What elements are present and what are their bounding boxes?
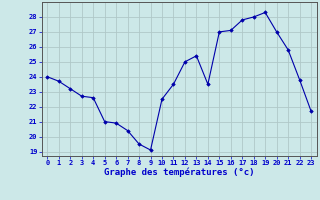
X-axis label: Graphe des températures (°c): Graphe des températures (°c) — [104, 168, 254, 177]
